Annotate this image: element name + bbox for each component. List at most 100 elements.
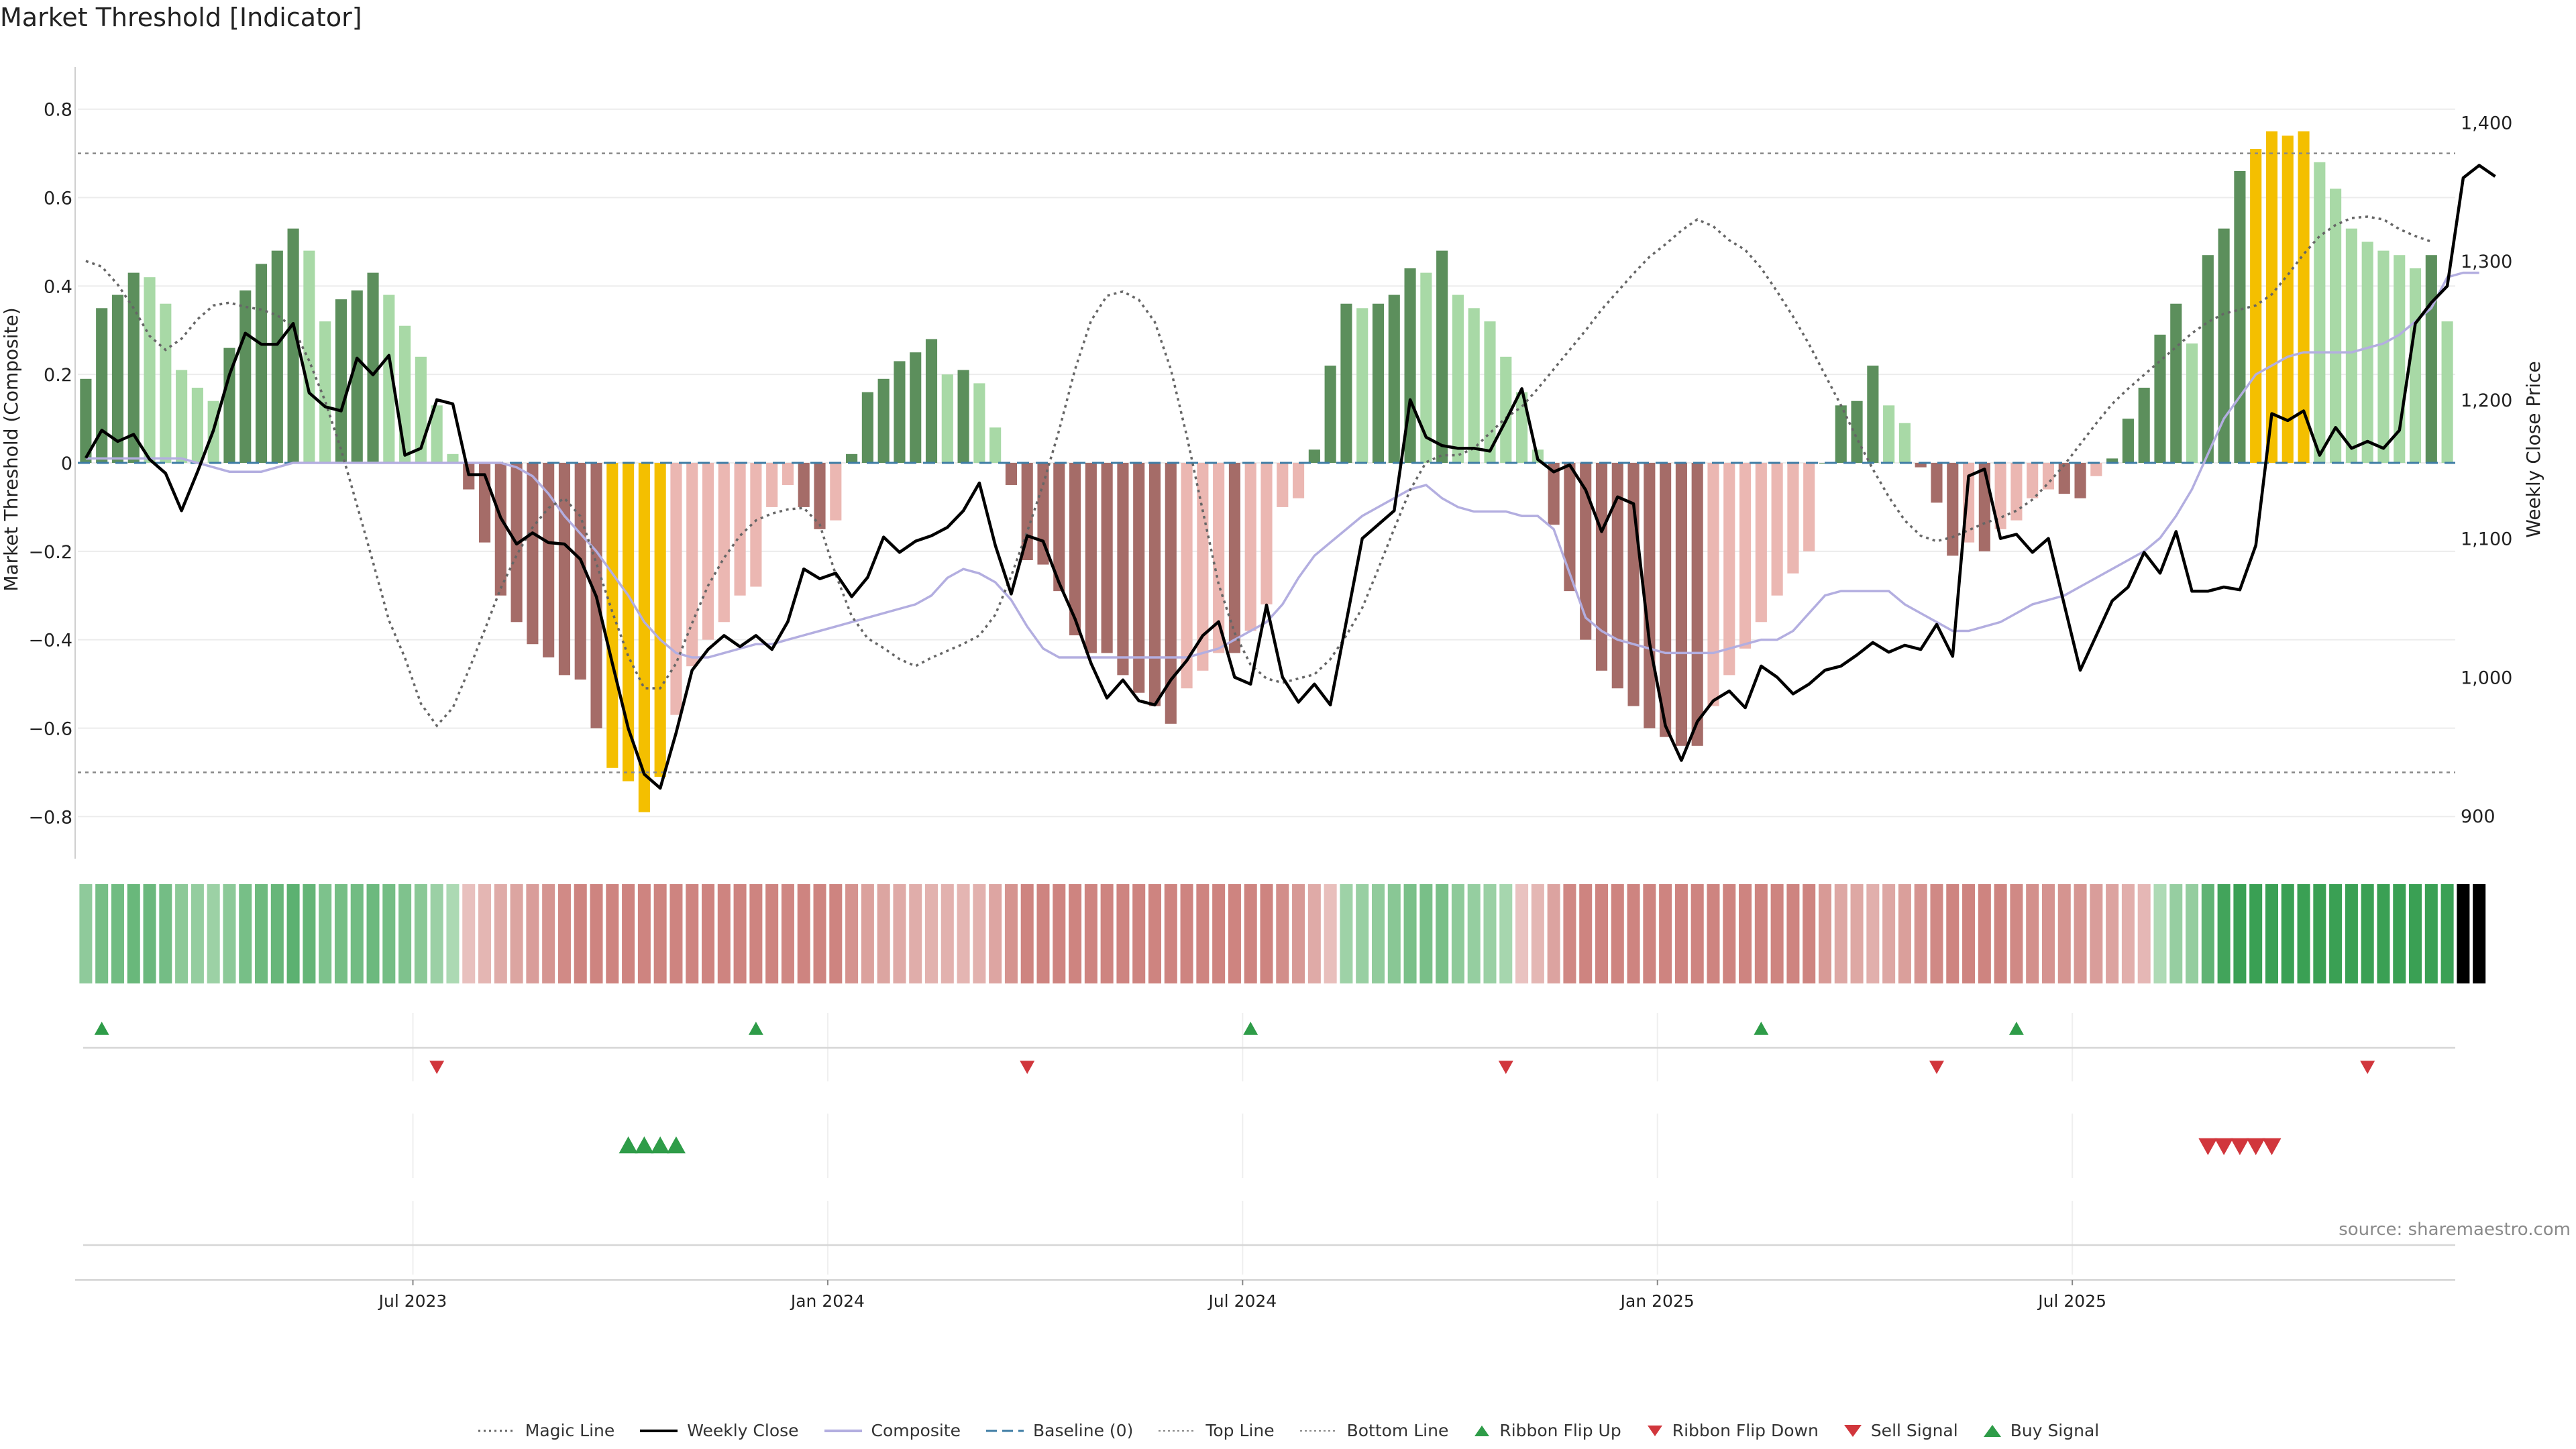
triangle-down-icon	[1647, 1425, 1662, 1436]
sell-signal-marker	[2246, 1138, 2265, 1155]
ribbon-cell	[414, 884, 427, 983]
composite-bar	[861, 392, 873, 463]
ribbon-cell	[1371, 884, 1385, 983]
composite-bar	[606, 463, 619, 768]
sell-signal-marker	[2230, 1138, 2249, 1155]
composite-bar	[1372, 303, 1385, 463]
legend-item-top-line: Top Line	[1157, 1421, 1275, 1440]
ribbon-cell	[733, 884, 747, 983]
composite-bar	[830, 463, 842, 521]
composite-bar	[623, 463, 635, 782]
composite-line	[85, 271, 2479, 659]
ribbon-cell	[1292, 884, 1305, 983]
composite-bar	[558, 463, 571, 676]
ribbon-cell	[1403, 884, 1417, 983]
ribbon-cell	[2361, 884, 2374, 983]
composite-bar	[1213, 463, 1225, 653]
y-tick-label-left: −0.8	[28, 807, 72, 828]
ribbon-cell	[686, 884, 699, 983]
composite-bar	[1244, 463, 1256, 631]
y-axis-label-right: Weekly Close Price	[2522, 361, 2544, 537]
composite-bar	[2010, 463, 2023, 521]
composite-bar	[1117, 463, 1129, 676]
ribbon-cell	[1228, 884, 1241, 983]
ribbon-cell	[1244, 884, 1257, 983]
ribbon-cell	[1818, 884, 1831, 983]
composite-bar	[2441, 321, 2453, 463]
y-tick-label-left: 0.8	[44, 100, 72, 121]
ribbon-flip-down-marker	[1020, 1061, 1035, 1074]
composite-bar	[877, 378, 890, 463]
ribbon-cell	[79, 884, 93, 983]
ribbon-flip-down-marker	[1498, 1061, 1513, 1074]
composite-bar	[2409, 268, 2422, 463]
composite-bar	[2042, 463, 2055, 490]
ribbon-cell	[2473, 884, 2486, 983]
ribbon-cell	[1914, 884, 1927, 983]
composite-bar	[111, 294, 124, 463]
legend-label: Bottom Line	[1346, 1421, 1449, 1440]
y-tick-label-right: 1,200	[2461, 390, 2512, 411]
ribbon-cell	[1659, 884, 1672, 983]
composite-bar	[2170, 303, 2182, 463]
ribbon-cell	[430, 884, 443, 983]
ribbon-cell	[1483, 884, 1497, 983]
y-tick-label-left: 0.6	[44, 189, 72, 209]
ribbon-cell	[1595, 884, 1609, 983]
ribbon-cell	[1004, 884, 1018, 983]
ribbon-cell	[1260, 884, 1273, 983]
y-tick-label-right: 1,000	[2461, 667, 2512, 688]
composite-bars	[80, 131, 2453, 812]
buy-signal-marker	[635, 1136, 654, 1154]
composite-bar	[144, 277, 156, 463]
ribbon-flip-down-marker	[2360, 1061, 2375, 1074]
ribbon-cell	[2281, 884, 2294, 983]
composite-bar	[2122, 419, 2134, 463]
legend-item-weekly-close: Weekly Close	[639, 1421, 799, 1440]
ribbon-cell	[1116, 884, 1130, 983]
composite-bar	[766, 463, 778, 507]
composite-bar	[1595, 463, 1608, 671]
composite-bar	[1755, 463, 1767, 623]
ribbon-cell	[366, 884, 380, 983]
composite-bar	[2298, 131, 2310, 463]
ribbon-cell	[606, 884, 619, 983]
legend-label: Magic Line	[525, 1421, 615, 1440]
composite-bar	[367, 272, 379, 463]
ribbon-cell	[861, 884, 874, 983]
axes: 0.8 0.6 0.4 0.2 0 −0.2 −0.4 −0.6 −0.8 1,400 1,300 1…	[28, 67, 2512, 1311]
y-tick-label-right: 900	[2461, 806, 2496, 827]
ribbon-cell	[1148, 884, 1162, 983]
sell-signal-marker	[2262, 1138, 2282, 1155]
ribbon-cell	[1643, 884, 1656, 983]
ribbon-cell	[111, 884, 124, 983]
composite-bar	[191, 387, 203, 463]
ribbon-cell	[2026, 884, 2039, 983]
ribbon-cell	[1451, 884, 1464, 983]
ribbon-cell	[1611, 884, 1624, 983]
composite-bar	[447, 453, 459, 463]
ribbon-cell	[590, 884, 603, 983]
y-tick-label-right: 1,400	[2461, 113, 2512, 133]
ribbon-cell	[781, 884, 794, 983]
composite-bar	[223, 347, 235, 463]
ribbon-cell	[1850, 884, 1864, 983]
sell-signal-marker	[2214, 1138, 2234, 1155]
ribbon-cell	[749, 884, 763, 983]
composite-bar	[255, 264, 268, 463]
y-tick-label-right: 1,100	[2461, 529, 2512, 550]
composite-bar	[351, 290, 363, 463]
composite-bar	[1053, 463, 1065, 592]
legend-label: Top Line	[1205, 1421, 1275, 1440]
ribbon-cell	[1069, 884, 1082, 983]
composite-bar	[1005, 463, 1017, 485]
triangle-down-icon	[1843, 1424, 1862, 1437]
ribbon-cell	[845, 884, 859, 983]
composite-bar	[160, 303, 172, 463]
ribbon-cell	[2153, 884, 2167, 983]
legend-label: Buy Signal	[2010, 1421, 2100, 1440]
ribbon-cell	[334, 884, 347, 983]
ribbon-flip-up-marker	[2008, 1022, 2024, 1035]
ribbon-cell	[1946, 884, 1960, 983]
ribbon-cell	[478, 884, 492, 983]
